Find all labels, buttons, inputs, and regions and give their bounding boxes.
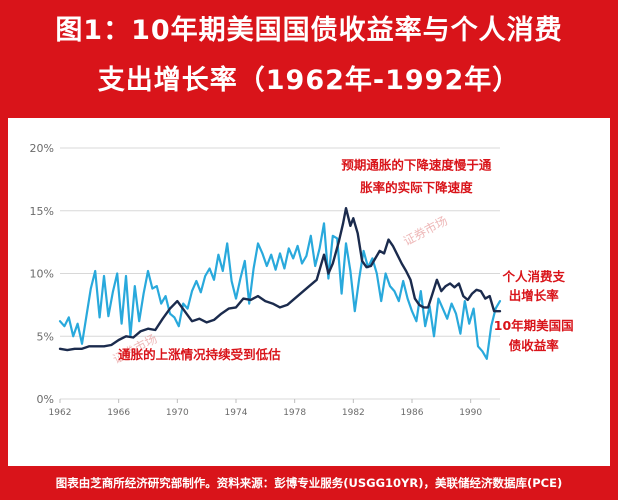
y-tick-label-4: 20% xyxy=(30,142,54,155)
watermark-stamp-1: 证券市场 xyxy=(400,213,449,249)
y-tick-label-2: 10% xyxy=(30,268,54,281)
annotation-3: 个人消费支 xyxy=(501,269,565,284)
chart-title: 图1：10年期美国国债收益率与个人消费 支出增长率（1962年-1992年） xyxy=(0,6,618,106)
x-tick-label-6: 1986 xyxy=(401,408,424,418)
annotation-4: 出增长率 xyxy=(509,288,560,303)
y-tick-label-0: 0% xyxy=(37,393,54,406)
chart-title-line-1: 图1：10年期美国国债收益率与个人消费 xyxy=(55,15,563,46)
x-tick-label-2: 1970 xyxy=(166,408,189,418)
y-tick-label-1: 5% xyxy=(37,330,54,343)
chart-svg: 0% 5% 10% 15% 20% 1962 1966 1970 1974 1978 1982 198… xyxy=(30,142,574,418)
series-line-0 xyxy=(58,222,502,360)
axis-layer: 0% 5% 10% 15% 20% 1962 1966 1970 1974 1978 1982 198… xyxy=(30,142,483,418)
chart-panel: 0% 5% 10% 15% 20% 1962 1966 1970 1974 1978 1982 198… xyxy=(8,118,610,466)
annotation-1: 胀率的实际下降速度 xyxy=(360,180,473,195)
x-tick-label-1: 1966 xyxy=(107,408,130,418)
chart-title-line-2: 支出增长率（1962年-1992年） xyxy=(97,65,521,96)
annotation-2: 通胀的上涨情况持续受到低估 xyxy=(118,347,281,362)
y-tick-label-3: 15% xyxy=(30,205,54,218)
annotation-5: 10年期美国国 xyxy=(494,318,574,333)
x-tick-label-3: 1974 xyxy=(225,408,248,418)
x-tick-label-5: 1982 xyxy=(342,408,365,418)
x-tick-label-7: 1990 xyxy=(459,408,482,418)
annotation-0: 预期通胀的下降速度慢于通 xyxy=(341,157,492,172)
x-tick-label-0: 1962 xyxy=(49,408,72,418)
source-footer: 图表由芝商所经济研究部制作。资料来源：彭博专业服务(USGG10YR)，美联储经… xyxy=(55,476,563,490)
x-tick-label-4: 1978 xyxy=(283,408,306,418)
series-line-1 xyxy=(58,206,502,352)
annotation-6: 债收益率 xyxy=(509,338,560,353)
series-layer xyxy=(58,206,502,360)
